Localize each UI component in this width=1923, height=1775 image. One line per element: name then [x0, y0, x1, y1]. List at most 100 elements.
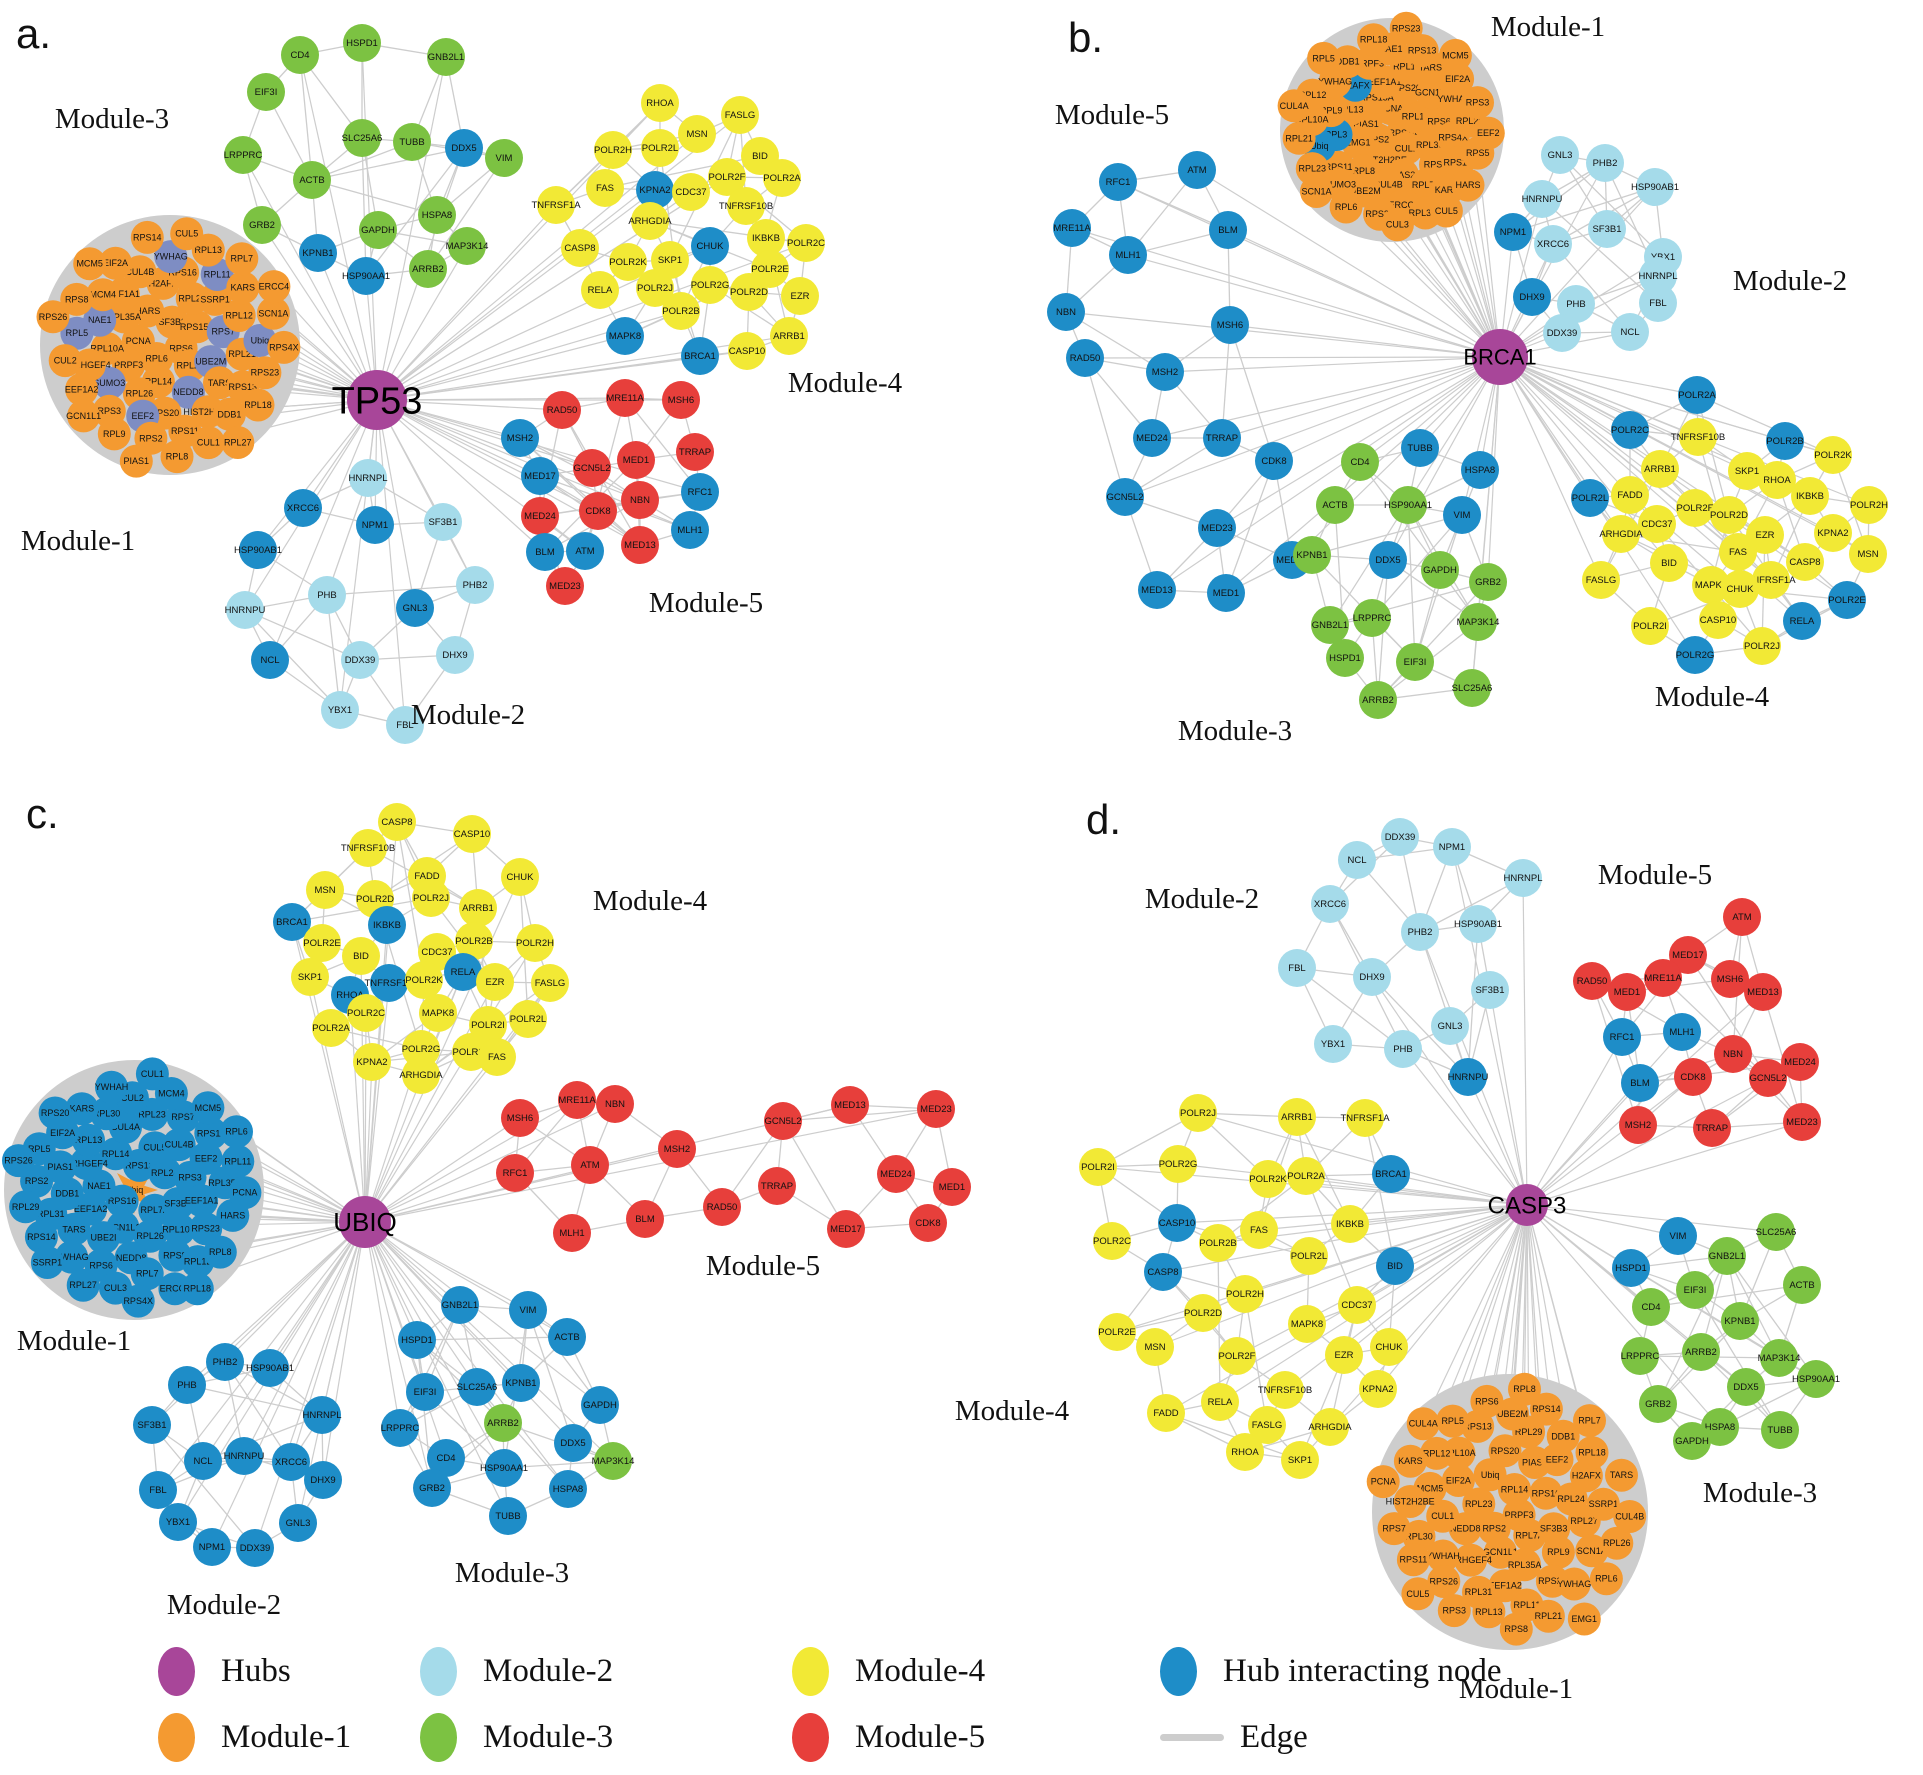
node-polr2i — [469, 1006, 507, 1044]
edge — [349, 994, 366, 1223]
node-rps8 — [1499, 1612, 1533, 1646]
edge — [1694, 1289, 1781, 1431]
node-ybx1 — [321, 691, 359, 729]
node-ddx5 — [554, 1424, 592, 1462]
node-arrb1 — [1278, 1098, 1316, 1136]
edge — [1499, 356, 1698, 396]
node-slc25a6 — [458, 1368, 496, 1406]
node-rps14 — [24, 1220, 58, 1254]
node-hspa8 — [549, 1470, 587, 1508]
node-polr2e — [303, 924, 341, 962]
edge — [1467, 1076, 1528, 1206]
node-hsp90aa1 — [1797, 1360, 1835, 1398]
node-polr2c — [1093, 1222, 1131, 1260]
node-cdc37 — [1638, 505, 1676, 543]
node-hnrnpu — [226, 591, 264, 629]
node-rps11 — [1396, 1543, 1430, 1577]
node-hspd1 — [398, 1321, 436, 1359]
edge — [244, 609, 341, 711]
node-polr2d — [1184, 1294, 1222, 1332]
edge — [364, 1221, 601, 1406]
node-fbl — [1639, 284, 1677, 322]
edge — [1177, 1163, 1528, 1206]
hub-node-tp53 — [347, 370, 407, 430]
node-mapk8 — [606, 317, 644, 355]
node-gapdh — [1673, 1422, 1711, 1460]
node-ddx5 — [1727, 1368, 1765, 1406]
node-gnb2l1 — [1708, 1237, 1746, 1275]
edge — [1419, 877, 1524, 933]
node-arrb2 — [1682, 1333, 1720, 1371]
node-lrpprc — [224, 136, 262, 174]
edge — [1467, 923, 1479, 1078]
edge — [244, 609, 361, 661]
node-polr2e — [1828, 581, 1866, 619]
node-vim — [1659, 1217, 1697, 1255]
edge — [364, 1172, 516, 1223]
edge — [326, 584, 476, 596]
node-trrap — [1203, 419, 1241, 457]
node-rfc1 — [681, 473, 719, 511]
node-fadd — [1147, 1394, 1185, 1432]
node-eef1a2 — [1488, 1569, 1522, 1603]
node-rpl5 — [1307, 41, 1341, 75]
node-cdc37 — [672, 173, 710, 211]
edge — [376, 189, 656, 401]
node-cdk8 — [579, 492, 617, 530]
node-ikbkb — [747, 219, 785, 257]
edge — [376, 399, 416, 609]
edge — [311, 147, 465, 181]
node-pias1 — [119, 444, 153, 478]
node-mlh1 — [1663, 1013, 1701, 1051]
node-emg1 — [1567, 1602, 1601, 1636]
node-skp1 — [291, 958, 329, 996]
node-fas — [478, 1038, 516, 1076]
node-skp1 — [1281, 1441, 1319, 1479]
node-sf3b1 — [1588, 210, 1626, 248]
node-eif2a — [1441, 1464, 1475, 1497]
node-ubiq — [1473, 1458, 1507, 1492]
node-cul5 — [1429, 194, 1463, 228]
edge — [364, 1221, 401, 1429]
edge — [376, 399, 476, 586]
node-casp8 — [1786, 543, 1824, 581]
node-vim — [509, 1291, 547, 1329]
node-hsp90ab1 — [1459, 905, 1497, 943]
node-ybx1 — [159, 1503, 197, 1541]
node-gnb2l1 — [441, 1286, 479, 1324]
node-cul5 — [170, 217, 204, 251]
node-ddx39 — [236, 1529, 274, 1567]
node-polr2i — [1079, 1148, 1117, 1186]
edge — [1394, 1204, 1528, 1267]
module-label-tp53-module-1: Module-1 — [21, 525, 135, 557]
edge — [1196, 169, 1501, 358]
edge — [1291, 356, 1501, 561]
node-rpl7 — [1573, 1404, 1606, 1438]
node-polr2l — [1571, 479, 1609, 517]
node-chuk — [501, 858, 539, 896]
node-polr2h — [1850, 486, 1888, 524]
node-bid — [1376, 1247, 1414, 1285]
node-kpna2 — [353, 1043, 391, 1081]
edge — [1305, 1175, 1528, 1206]
node-gapdh — [581, 1386, 619, 1424]
edge — [1657, 1255, 1728, 1405]
edge — [1419, 931, 1469, 1078]
node-rpl6 — [1329, 190, 1363, 224]
edge — [376, 114, 741, 401]
node-polr2a — [312, 1009, 350, 1047]
edge — [1371, 514, 1463, 619]
node-rpl6 — [1589, 1562, 1623, 1596]
node-brca1 — [273, 903, 311, 941]
node-npm1 — [1494, 213, 1532, 251]
edge — [364, 1103, 616, 1223]
node-cul4b — [162, 1128, 196, 1162]
node-phb2 — [1586, 144, 1624, 182]
node-faslg — [1248, 1406, 1286, 1444]
edge — [202, 1414, 323, 1462]
edge — [1552, 243, 1631, 333]
edge — [1273, 356, 1501, 462]
node-rps3 — [1437, 1594, 1471, 1628]
node-hnrnpu — [1449, 1058, 1487, 1096]
